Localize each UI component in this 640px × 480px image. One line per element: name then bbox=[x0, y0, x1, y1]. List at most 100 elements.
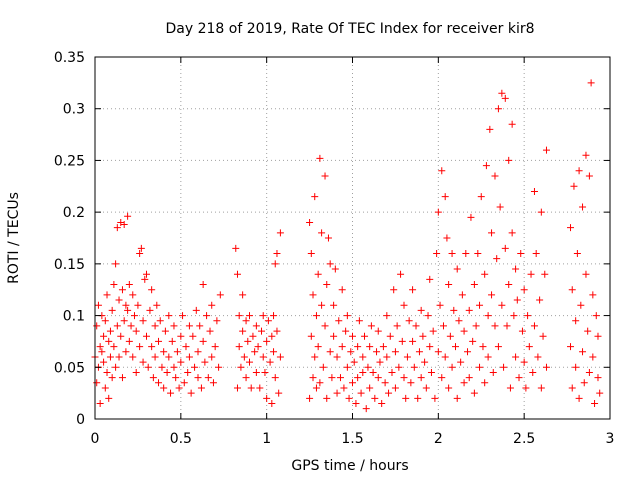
data-point bbox=[309, 374, 317, 382]
data-point bbox=[206, 327, 214, 335]
data-point bbox=[263, 394, 271, 402]
data-point bbox=[371, 394, 379, 402]
data-point bbox=[524, 312, 532, 320]
data-point bbox=[379, 343, 387, 351]
data-point bbox=[433, 250, 441, 258]
data-point bbox=[323, 394, 331, 402]
data-point bbox=[498, 301, 506, 309]
data-point bbox=[476, 363, 484, 371]
data-point bbox=[476, 301, 484, 309]
data-point bbox=[259, 353, 267, 361]
data-point bbox=[359, 368, 367, 376]
data-point bbox=[321, 322, 329, 330]
data-point bbox=[173, 348, 181, 356]
data-point bbox=[525, 343, 533, 351]
data-point bbox=[168, 337, 176, 345]
data-point bbox=[386, 332, 394, 340]
data-point bbox=[180, 379, 188, 387]
data-point bbox=[494, 105, 502, 113]
data-point bbox=[271, 374, 279, 382]
data-point bbox=[362, 405, 370, 413]
data-point bbox=[103, 291, 111, 299]
data-point bbox=[156, 317, 164, 325]
data-point bbox=[513, 296, 521, 304]
data-point bbox=[246, 358, 253, 366]
data-point bbox=[172, 374, 180, 382]
data-point bbox=[515, 374, 523, 382]
data-point bbox=[105, 394, 113, 402]
data-point bbox=[100, 358, 108, 366]
data-point bbox=[307, 250, 315, 258]
data-point bbox=[589, 353, 597, 361]
data-point bbox=[343, 363, 351, 371]
data-point bbox=[445, 281, 453, 289]
data-point bbox=[333, 353, 341, 361]
data-point bbox=[582, 270, 590, 278]
data-point bbox=[113, 224, 121, 232]
data-point bbox=[457, 358, 465, 366]
data-point bbox=[481, 270, 489, 278]
data-point bbox=[446, 332, 454, 340]
data-point bbox=[115, 353, 123, 361]
data-point bbox=[211, 343, 219, 351]
data-point bbox=[330, 332, 338, 340]
data-point bbox=[112, 260, 120, 268]
data-point bbox=[383, 353, 391, 361]
data-point bbox=[148, 343, 156, 351]
data-point bbox=[395, 363, 403, 371]
data-point bbox=[400, 301, 408, 309]
data-point bbox=[239, 327, 247, 335]
data-point bbox=[196, 322, 204, 330]
data-point bbox=[349, 332, 356, 340]
data-point bbox=[182, 343, 190, 351]
data-point bbox=[108, 374, 116, 382]
data-point bbox=[160, 384, 168, 392]
data-point bbox=[594, 374, 602, 382]
data-point bbox=[155, 379, 163, 387]
data-point bbox=[474, 250, 482, 258]
data-point bbox=[110, 281, 118, 289]
data-point bbox=[177, 358, 185, 366]
data-point bbox=[93, 379, 101, 387]
data-point bbox=[192, 306, 200, 314]
data-point bbox=[240, 353, 248, 361]
data-point bbox=[585, 172, 593, 180]
data-point bbox=[108, 306, 116, 314]
data-point bbox=[376, 358, 384, 366]
data-point bbox=[216, 291, 224, 299]
data-point bbox=[518, 327, 526, 335]
data-point bbox=[335, 317, 343, 325]
data-point bbox=[187, 389, 195, 397]
data-point bbox=[400, 374, 408, 382]
data-point bbox=[170, 322, 178, 330]
data-point bbox=[273, 327, 281, 335]
y-tick-label: 0.05 bbox=[54, 360, 85, 376]
data-point bbox=[537, 208, 545, 216]
x-tick-label: 1 bbox=[262, 431, 271, 447]
data-point bbox=[403, 353, 411, 361]
data-point bbox=[118, 286, 126, 294]
data-point bbox=[113, 322, 121, 330]
data-point bbox=[484, 353, 492, 361]
data-point bbox=[364, 363, 372, 371]
data-point bbox=[366, 384, 374, 392]
data-point bbox=[393, 322, 401, 330]
data-point bbox=[505, 156, 513, 164]
data-point bbox=[412, 322, 420, 330]
data-point bbox=[321, 172, 329, 180]
data-point bbox=[209, 379, 217, 387]
data-point bbox=[536, 296, 544, 304]
data-point bbox=[146, 306, 154, 314]
data-point bbox=[319, 363, 327, 371]
data-point bbox=[151, 322, 159, 330]
data-point bbox=[122, 348, 130, 356]
x-tick-label: 0 bbox=[91, 431, 100, 447]
data-point bbox=[143, 332, 150, 340]
data-point bbox=[309, 291, 317, 299]
x-tick-label: 2.5 bbox=[513, 431, 535, 447]
data-point bbox=[462, 250, 470, 258]
data-point bbox=[491, 172, 499, 180]
data-point bbox=[271, 260, 279, 268]
data-point bbox=[115, 296, 123, 304]
data-point bbox=[452, 343, 459, 351]
